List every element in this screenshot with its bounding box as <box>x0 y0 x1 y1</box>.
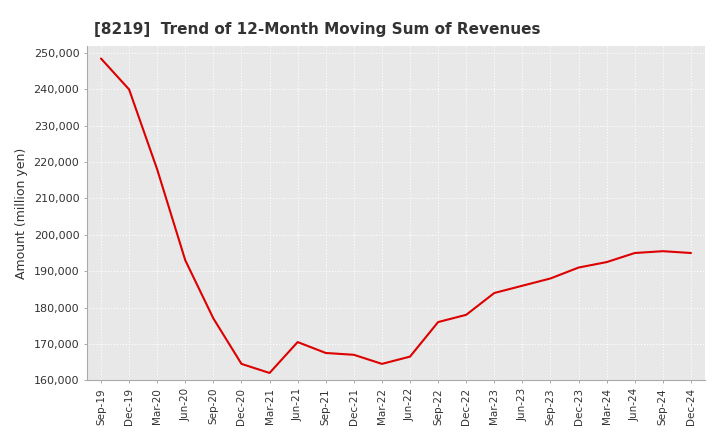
Text: [8219]  Trend of 12-Month Moving Sum of Revenues: [8219] Trend of 12-Month Moving Sum of R… <box>94 22 540 37</box>
Y-axis label: Amount (million yen): Amount (million yen) <box>15 147 28 279</box>
